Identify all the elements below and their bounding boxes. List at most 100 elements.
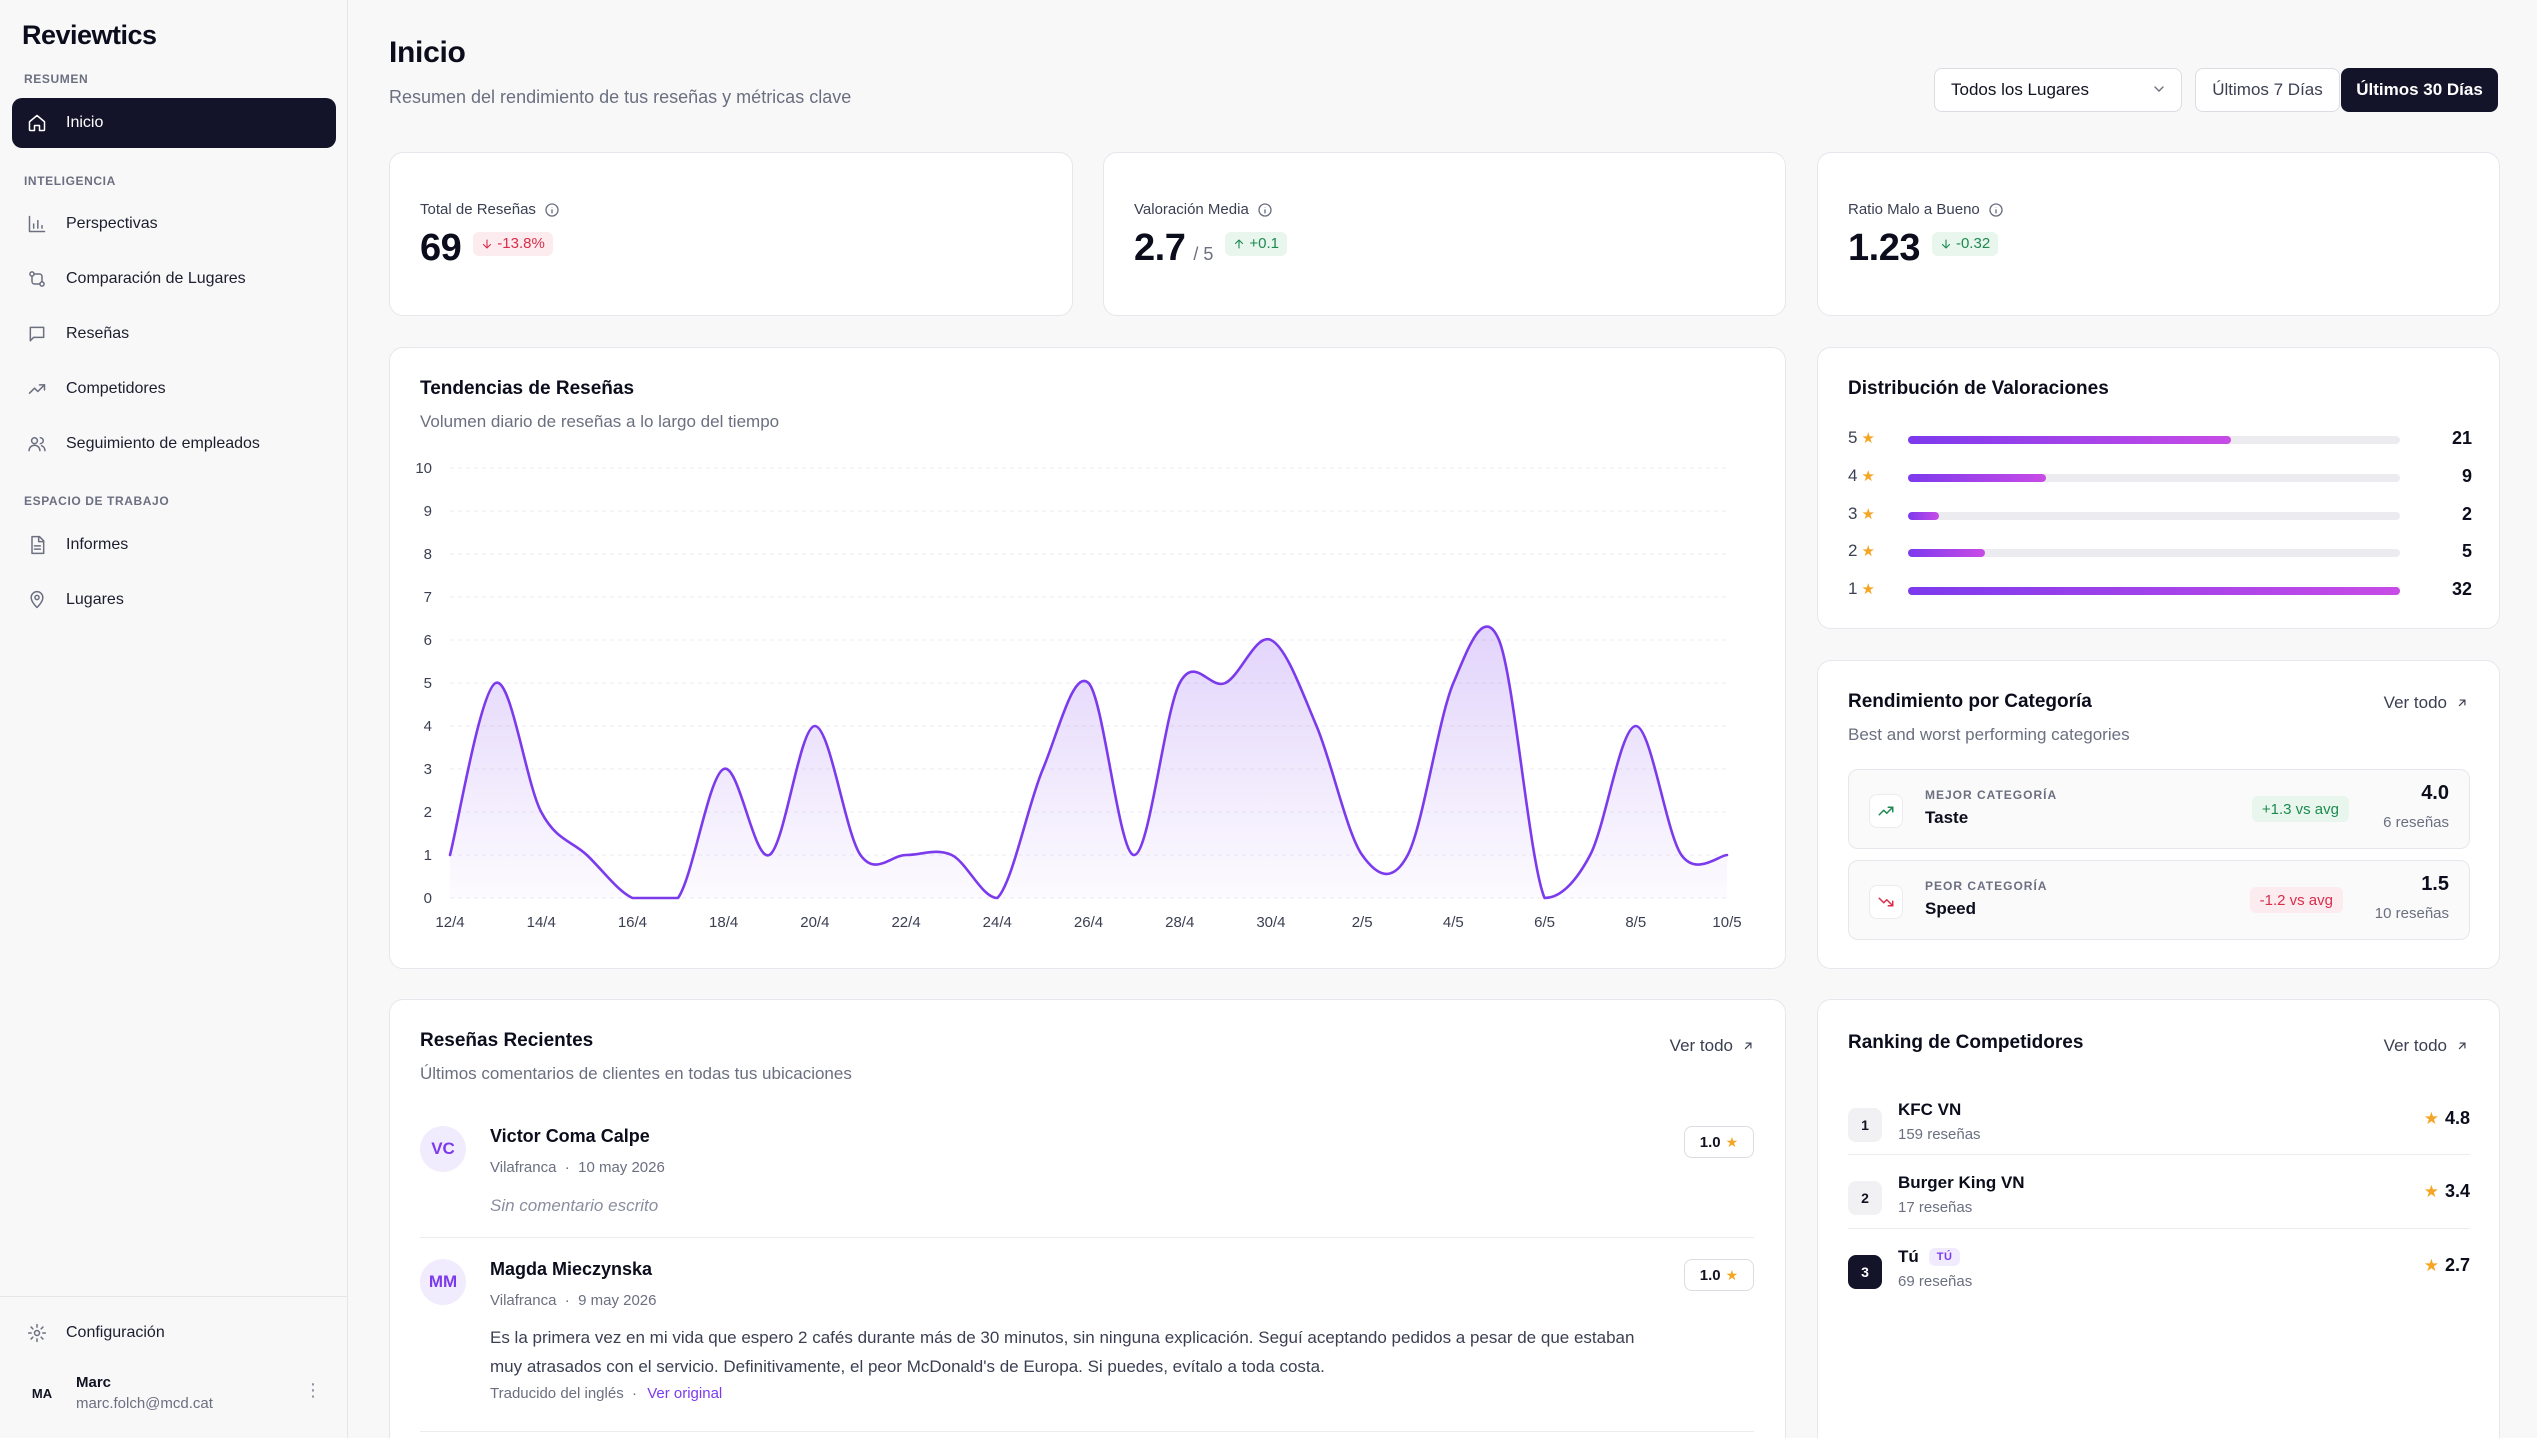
kpi-delta-badge: -0.32 — [1931, 231, 1999, 256]
avatar: VC — [420, 1126, 466, 1172]
info-icon[interactable] — [544, 202, 560, 218]
file-icon — [26, 534, 48, 556]
sidebar-item-inicio[interactable]: Inicio — [12, 98, 336, 148]
distribution-count: 5 — [2461, 541, 2472, 561]
sidebar-item-configuracion[interactable]: Configuración — [12, 1308, 336, 1358]
sidebar-item-lugares[interactable]: Lugares — [12, 575, 336, 625]
location-select[interactable]: Todos los Lugares — [1934, 68, 2182, 112]
data-point[interactable] — [897, 846, 915, 864]
data-point[interactable] — [1216, 674, 1234, 692]
sidebar-item-competidores[interactable]: Competidores — [12, 364, 336, 414]
series-line — [448, 625, 1729, 900]
data-point[interactable] — [851, 846, 869, 864]
competitor-name-text: Tú — [1898, 1247, 1919, 1266]
sidebar-item-label: Reseñas — [66, 325, 130, 342]
data-point[interactable] — [1080, 674, 1098, 692]
arrow-up-right-icon — [1744, 1042, 1752, 1050]
sidebar-item-label: Comparación de Lugares — [66, 270, 246, 287]
more-vertical-icon[interactable]: ⋮ — [304, 1380, 322, 1400]
data-point[interactable] — [578, 846, 596, 864]
data-point[interactable] — [1581, 846, 1599, 864]
data-point[interactable] — [532, 803, 550, 821]
category-kicker: PEOR CATEGORÍA — [1925, 879, 2048, 893]
data-point[interactable] — [669, 889, 687, 907]
user-menu[interactable]: MA Marc marc.folch@mcd.cat ⋮ — [12, 1358, 336, 1428]
worst-category[interactable]: PEOR CATEGORÍA Speed -1.2 vs avg 1.5 10 … — [1848, 860, 2470, 940]
competitor-row[interactable]: 2 Burger King VN 17 reseñas ★ 3.4 — [1848, 1167, 2470, 1239]
range-30-days-button[interactable]: Últimos 30 Días — [2341, 68, 2498, 112]
view-all-link[interactable]: Ver todo — [1670, 1036, 1755, 1056]
data-point[interactable] — [806, 717, 824, 735]
review-item[interactable]: MM Magda Mieczynska Vilafranca · 9 may 2… — [420, 1259, 1754, 1419]
card-title: Tendencias de Reseñas — [420, 378, 635, 399]
data-point[interactable] — [487, 674, 505, 692]
kpi-delta-text: -0.32 — [1955, 235, 1991, 253]
user-name: Marc — [76, 1374, 112, 1391]
sidebar-item-empleados[interactable]: Seguimiento de empleados — [12, 419, 336, 469]
data-point[interactable] — [1627, 717, 1645, 735]
review-item[interactable]: VC Victor Coma Calpe Vilafranca · 10 may… — [420, 1126, 1754, 1236]
sidebar-item-label: Seguimiento de empleados — [66, 435, 260, 452]
data-point[interactable] — [1490, 631, 1508, 649]
arrow-up-icon — [1235, 239, 1244, 249]
data-point[interactable] — [715, 760, 733, 778]
kpi-label-text: Ratio Malo a Bueno — [1848, 201, 1980, 218]
data-point[interactable] — [1536, 889, 1554, 907]
nav-section-resumen: RESUMEN — [24, 72, 89, 86]
view-all-label: Ver todo — [1669, 1036, 1733, 1055]
distribution-card: Distribución de Valoraciones 5 ★ 21 4 ★ 9 3 ★ 2 2… — [1817, 347, 2500, 629]
y-tick-label: 1 — [424, 847, 432, 864]
info-icon[interactable] — [1988, 202, 2004, 218]
sidebar-item-perspectivas[interactable]: Perspectivas — [12, 199, 336, 249]
x-tick-label: 14/4 — [527, 914, 556, 931]
category-count: 6 reseñas — [2383, 814, 2449, 831]
review-meta: Vilafranca · 10 may 2026 — [490, 1159, 665, 1176]
divider — [1848, 1228, 2470, 1229]
category-delta-badge: +1.3 vs avg — [2251, 796, 2349, 822]
data-point[interactable] — [1171, 674, 1189, 692]
best-category[interactable]: MEJOR CATEGORÍA Taste +1.3 vs avg 4.0 6 … — [1848, 769, 2470, 849]
kpi-label-text: Total de Reseñas — [420, 201, 536, 218]
x-tick-label: 20/4 — [800, 914, 829, 931]
distribution-row: 3 ★ 2 — [1848, 504, 2472, 528]
data-point[interactable] — [1399, 846, 1417, 864]
competitor-name: Tú TÚ — [1898, 1247, 1961, 1267]
data-point[interactable] — [1718, 846, 1736, 864]
sidebar-item-comparacion[interactable]: Comparación de Lugares — [12, 254, 336, 304]
star-icon: ★ — [1861, 506, 1875, 523]
data-point[interactable] — [943, 846, 961, 864]
avatar: MA — [31, 1385, 53, 1401]
data-point[interactable] — [1308, 717, 1326, 735]
review-location: Vilafranca — [490, 1159, 557, 1176]
data-point[interactable] — [623, 889, 641, 907]
range-7-days-button[interactable]: Últimos 7 Días — [2195, 68, 2340, 112]
card-title: Reseñas Recientes — [420, 1030, 594, 1051]
competitor-row[interactable]: 1 KFC VN 159 reseñas ★ 4.8 — [1848, 1094, 2470, 1166]
view-original-link[interactable]: Ver original — [647, 1385, 723, 1402]
star-level: 3 ★ — [1848, 504, 1875, 524]
sidebar-item-resenas[interactable]: Reseñas — [12, 309, 336, 359]
data-point[interactable] — [988, 889, 1006, 907]
translated-note: Traducido del inglés — [490, 1385, 624, 1402]
data-point[interactable] — [760, 846, 778, 864]
category-delta-badge: -1.2 vs avg — [2249, 887, 2343, 913]
kpi-delta-badge: -13.8% — [473, 231, 553, 256]
competitor-name: Burger King VN — [1898, 1173, 2025, 1193]
data-point[interactable] — [1672, 846, 1690, 864]
view-all-link[interactable]: Ver todo — [2384, 693, 2469, 713]
sidebar-item-informes[interactable]: Informes — [12, 520, 336, 570]
distribution-row: 2 ★ 5 — [1848, 541, 2472, 565]
data-point[interactable] — [1125, 846, 1143, 864]
app-logo[interactable]: Reviewtics — [22, 20, 157, 50]
data-point[interactable] — [1353, 846, 1371, 864]
kpi-value-text: 69 — [420, 227, 462, 269]
data-point[interactable] — [1262, 631, 1280, 649]
x-tick-label: 6/5 — [1534, 914, 1555, 931]
data-point[interactable] — [1444, 674, 1462, 692]
view-all-link[interactable]: Ver todo — [2384, 1036, 2469, 1056]
info-icon[interactable] — [1257, 202, 1273, 218]
rank-badge: 3 — [1848, 1255, 1882, 1289]
competitor-row-self[interactable]: 3 Tú TÚ 69 reseñas ★ 2.7 — [1848, 1241, 2470, 1313]
data-point[interactable] — [1034, 760, 1052, 778]
data-point[interactable] — [441, 846, 459, 864]
